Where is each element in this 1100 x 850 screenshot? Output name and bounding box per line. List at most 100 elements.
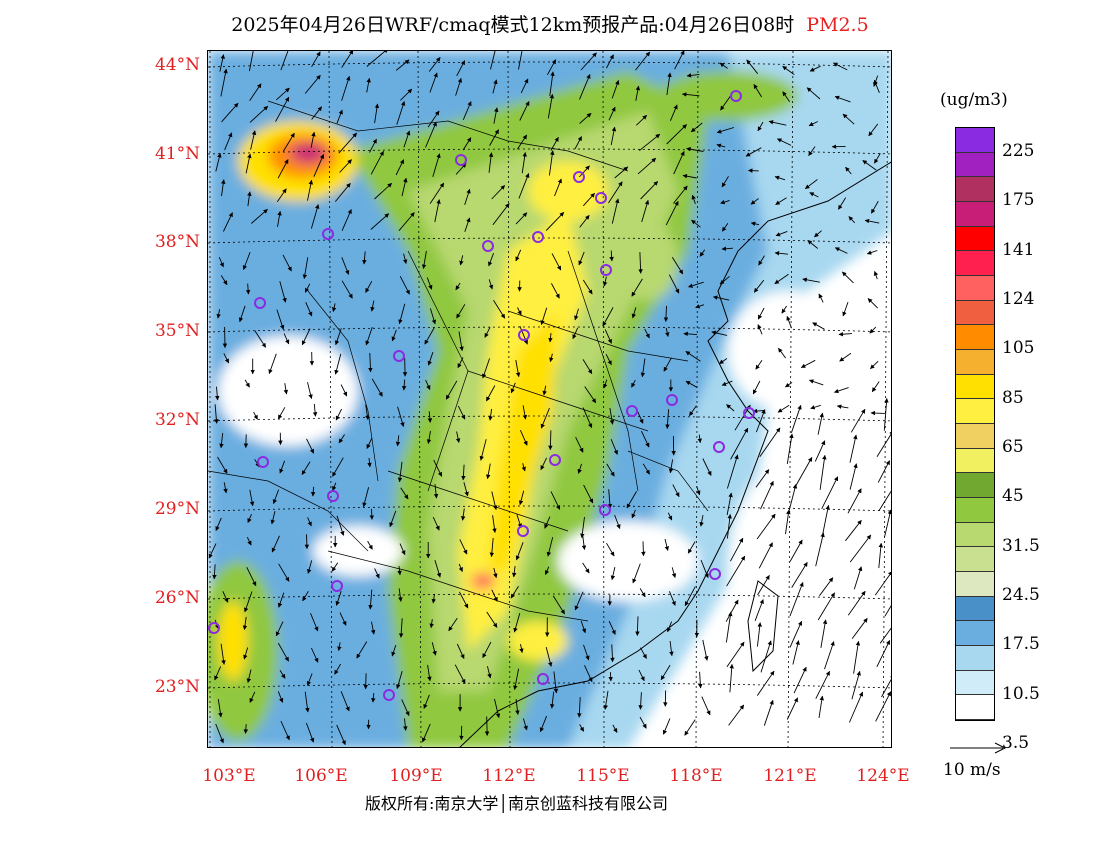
wind-vector <box>421 250 427 270</box>
colorbar-swatch <box>956 695 994 720</box>
colorbar-label: 124 <box>1002 289 1035 309</box>
wind-vector <box>611 79 620 99</box>
wind-vector <box>403 130 411 148</box>
wind-vector <box>611 198 620 224</box>
wind-vector <box>491 185 506 200</box>
wind-vector <box>433 484 439 499</box>
wind-vector <box>639 133 661 152</box>
wind-vector <box>685 380 698 388</box>
wind-vector <box>397 461 403 483</box>
wind-vector <box>334 182 351 202</box>
wind-vector <box>720 199 730 205</box>
wind-vector <box>819 577 834 597</box>
wind-vector <box>848 216 856 224</box>
colorbar-swatch <box>956 128 994 153</box>
wind-vector <box>638 669 645 682</box>
wind-vector <box>302 590 309 602</box>
wind-vector <box>249 489 255 507</box>
wind-vector <box>812 322 825 330</box>
colorbar-swatch <box>956 350 994 375</box>
wind-vector <box>490 51 496 70</box>
wind-vector <box>868 123 879 137</box>
wind-vector <box>607 489 613 509</box>
wind-vector <box>220 68 228 97</box>
wind-vector <box>721 246 733 252</box>
colorbar-swatch <box>956 374 994 400</box>
lon-label-124e: 124°E <box>856 766 910 786</box>
wind-vector <box>425 121 437 148</box>
wind-vector <box>582 279 593 295</box>
wind-vector <box>244 591 253 613</box>
wind-vector <box>517 307 522 316</box>
wind-vector <box>310 647 319 663</box>
wind-vector <box>339 612 347 626</box>
wind-vector <box>720 95 731 111</box>
wind-vector <box>455 77 463 96</box>
wind-vector <box>579 112 592 124</box>
wind-vector <box>878 542 884 569</box>
wind-vector <box>660 664 671 681</box>
wind-vector <box>306 673 313 686</box>
wind-vector <box>493 567 498 579</box>
wind-vector <box>222 212 233 232</box>
wind-vector <box>758 542 773 569</box>
wind-vector <box>362 251 367 265</box>
wind-vector <box>664 538 670 551</box>
wind-vector <box>310 613 319 632</box>
wind-vector <box>757 324 763 335</box>
wind-vector <box>277 691 284 703</box>
wind-vector <box>279 460 286 474</box>
wind-vector <box>367 457 372 468</box>
wind-vector <box>578 165 590 178</box>
wind-vector <box>806 87 821 100</box>
wind-vector <box>335 591 342 606</box>
colorbar-swatch <box>956 547 994 572</box>
wind-vector <box>398 588 403 602</box>
colorbar-swatch <box>956 621 994 646</box>
wind-vector <box>341 208 352 231</box>
wind-vector <box>673 150 685 175</box>
wind-vector <box>850 408 866 433</box>
wind-vector <box>340 691 350 712</box>
wind-vector <box>606 54 614 69</box>
lon-label-109e: 109°E <box>389 766 443 786</box>
wind-vector <box>776 138 792 146</box>
map-title: 2025年04月26日WRF/cmaq模式12km预报产品:04月26日08时 P… <box>0 10 1100 37</box>
wind-vector <box>391 644 397 657</box>
wind-vector <box>214 404 219 424</box>
wind-vector <box>782 91 790 102</box>
wind-vector <box>793 666 807 694</box>
wind-vector <box>550 136 559 151</box>
wind-vector <box>681 92 700 97</box>
wind-vector <box>702 639 709 661</box>
wind-vector <box>459 539 468 555</box>
wind-vector <box>853 640 861 674</box>
wind-vector <box>363 673 368 690</box>
wind-vector <box>488 279 494 290</box>
map-frame[interactable] <box>207 50 892 748</box>
wind-vector <box>685 351 701 362</box>
wind-vector <box>221 102 239 123</box>
wind-vector <box>786 433 794 464</box>
wind-vector <box>369 508 375 520</box>
wind-vector <box>814 230 822 238</box>
wind-vector <box>873 79 880 93</box>
wind-vector <box>339 159 352 173</box>
wind-vector <box>549 71 555 97</box>
wind-vector <box>841 271 854 284</box>
wind-vector <box>777 404 790 413</box>
wind-vector <box>686 146 704 152</box>
wind-vector <box>721 380 733 386</box>
wind-vector <box>818 695 824 718</box>
wind-vector <box>583 644 590 661</box>
wind-vector <box>683 331 697 337</box>
wind-vector <box>279 281 287 303</box>
wind-vector <box>834 247 848 254</box>
wind-vector <box>368 352 373 373</box>
wind-vector <box>635 616 640 636</box>
concentration-field <box>208 51 891 747</box>
wind-vector <box>802 277 820 283</box>
pollution-map <box>208 51 891 747</box>
wind-vector <box>800 359 816 368</box>
wind-vector <box>754 599 764 621</box>
